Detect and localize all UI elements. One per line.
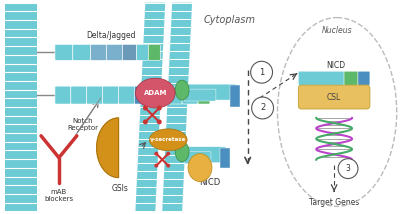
Ellipse shape	[188, 154, 212, 181]
FancyBboxPatch shape	[55, 86, 71, 104]
Text: Cytoplasm: Cytoplasm	[204, 15, 256, 25]
Text: ADAM: ADAM	[144, 90, 167, 96]
FancyBboxPatch shape	[150, 86, 166, 104]
Text: CSL: CSL	[327, 93, 341, 102]
FancyBboxPatch shape	[198, 86, 210, 104]
Circle shape	[143, 119, 148, 124]
Text: 2: 2	[260, 104, 265, 113]
FancyBboxPatch shape	[71, 86, 87, 104]
Text: 3: 3	[346, 164, 350, 173]
Circle shape	[157, 119, 162, 124]
Circle shape	[154, 164, 158, 168]
Circle shape	[157, 106, 162, 110]
Bar	[230, 85, 240, 107]
Text: Target Genes: Target Genes	[309, 198, 359, 207]
FancyBboxPatch shape	[73, 45, 91, 60]
Polygon shape	[162, 3, 192, 211]
Circle shape	[252, 97, 274, 119]
Bar	[220, 148, 230, 168]
Circle shape	[251, 61, 272, 83]
Ellipse shape	[149, 129, 187, 151]
Text: GSIs: GSIs	[112, 183, 129, 193]
Ellipse shape	[175, 80, 189, 100]
FancyBboxPatch shape	[182, 86, 198, 104]
Text: Delta/Jagged: Delta/Jagged	[86, 31, 135, 40]
Text: Notch
Receptor: Notch Receptor	[67, 118, 98, 131]
FancyBboxPatch shape	[184, 89, 216, 101]
FancyBboxPatch shape	[134, 86, 150, 104]
Text: 1: 1	[259, 68, 264, 77]
Ellipse shape	[136, 78, 175, 108]
Ellipse shape	[175, 142, 189, 162]
Circle shape	[166, 152, 170, 156]
Circle shape	[154, 152, 158, 156]
FancyBboxPatch shape	[358, 71, 370, 85]
Circle shape	[166, 164, 170, 168]
FancyBboxPatch shape	[118, 86, 134, 104]
Text: Nucleus: Nucleus	[322, 25, 352, 34]
FancyBboxPatch shape	[103, 86, 118, 104]
Circle shape	[143, 106, 148, 110]
FancyBboxPatch shape	[122, 45, 136, 60]
Text: γ-secretase: γ-secretase	[150, 137, 186, 142]
FancyBboxPatch shape	[184, 152, 211, 164]
FancyBboxPatch shape	[166, 86, 182, 104]
FancyBboxPatch shape	[87, 86, 103, 104]
FancyBboxPatch shape	[136, 45, 148, 60]
Text: NICD: NICD	[326, 61, 346, 70]
Text: mAB
blockers: mAB blockers	[44, 189, 74, 202]
FancyBboxPatch shape	[298, 71, 344, 85]
Bar	[5, 3, 37, 211]
Circle shape	[338, 159, 358, 178]
FancyBboxPatch shape	[344, 71, 358, 85]
Polygon shape	[97, 118, 118, 178]
FancyBboxPatch shape	[148, 45, 160, 60]
FancyBboxPatch shape	[184, 84, 236, 100]
FancyBboxPatch shape	[184, 147, 226, 163]
Polygon shape	[136, 3, 165, 211]
Text: NICD: NICD	[199, 178, 220, 187]
FancyBboxPatch shape	[91, 45, 107, 60]
FancyBboxPatch shape	[298, 85, 370, 109]
FancyBboxPatch shape	[107, 45, 122, 60]
FancyBboxPatch shape	[55, 45, 73, 60]
